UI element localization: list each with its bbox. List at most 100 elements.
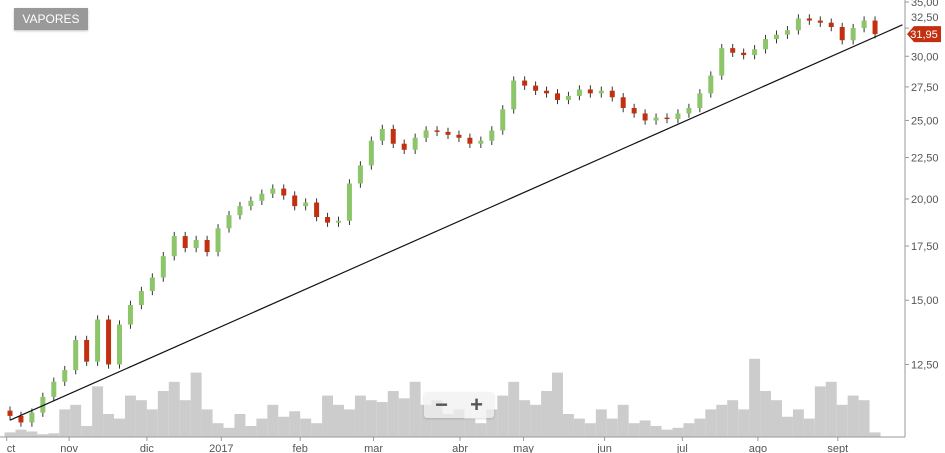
candle-up [138, 290, 144, 305]
candle-down [533, 85, 539, 91]
candle-down [522, 80, 528, 86]
zoom-out-button[interactable]: − [435, 392, 448, 417]
x-tick-label: jun [596, 443, 612, 453]
candle-up [117, 324, 122, 365]
volume-bar [376, 402, 388, 437]
candle-up [653, 117, 659, 121]
x-tick-label: jul [676, 443, 688, 453]
y-tick-label: 35,00 [911, 0, 939, 9]
candle-up [412, 137, 418, 150]
volume-bar [289, 411, 301, 437]
volume-bar [716, 404, 728, 437]
candle-up [357, 165, 363, 184]
candle-up [511, 80, 517, 110]
candle-down [204, 240, 210, 253]
candle-down [828, 22, 834, 28]
candle-down [839, 27, 845, 41]
volume-bar [869, 432, 881, 437]
candle-down [182, 236, 188, 249]
candle-down [620, 97, 626, 108]
candle-up [576, 89, 582, 96]
volume-bar [103, 414, 115, 437]
volume-bar [124, 395, 136, 437]
symbol-button[interactable]: VAPORES [14, 8, 88, 30]
candle-up [368, 140, 374, 166]
candle-down [401, 143, 407, 150]
candle-up [763, 39, 769, 50]
trendline [9, 24, 903, 421]
x-tick-label: sept [827, 443, 848, 453]
volume-bar [409, 381, 421, 437]
volume-bar [92, 386, 104, 437]
candle-down [872, 20, 878, 35]
candle-up [127, 304, 133, 325]
volume-bar [453, 409, 465, 437]
candle-up [171, 236, 177, 257]
volume-bar [179, 400, 191, 437]
volume-bar [278, 416, 290, 437]
volume-bar [398, 398, 410, 437]
y-tick-label: 17,50 [911, 241, 939, 253]
candle-up [160, 256, 166, 278]
volume-bar [201, 409, 213, 437]
candle-up [752, 49, 758, 56]
volume-bar [661, 429, 673, 437]
volume-bar [70, 404, 82, 437]
volume-bar [672, 427, 684, 437]
x-tick-label: may [513, 443, 534, 453]
volume-bar [552, 372, 563, 437]
candle-down [325, 217, 331, 223]
volume-bar [146, 409, 158, 437]
candle-up [598, 90, 604, 94]
candle-down [664, 117, 670, 120]
volume-bar [792, 409, 804, 437]
candle-up [489, 130, 495, 141]
volume-bar [584, 423, 596, 437]
volume-bar [694, 418, 706, 437]
volume-bar [442, 414, 454, 437]
x-tick-label: mar [364, 443, 383, 453]
last-price-label: 31,95 [910, 29, 938, 41]
volume-bar [486, 409, 498, 437]
volume-bar [245, 425, 257, 437]
volume-bar [683, 423, 695, 437]
candle-up [248, 200, 254, 207]
candle-down [555, 93, 560, 100]
volume-bar [81, 425, 93, 437]
candle-down [587, 89, 593, 94]
zoom-in-button[interactable]: + [470, 392, 483, 417]
candle-up [303, 202, 309, 207]
candle-down [281, 188, 287, 196]
candle-up [686, 107, 692, 114]
volume-bar [738, 409, 750, 437]
candle-up [784, 30, 790, 35]
x-tick-label: ct [7, 443, 16, 453]
candle-up [270, 188, 276, 194]
volume-bar [420, 404, 432, 437]
volume-bar [365, 400, 377, 437]
candle-up [774, 34, 779, 40]
volume-bar [59, 409, 71, 437]
volume-bar [114, 418, 125, 437]
candle-up [500, 109, 506, 131]
candle-up [346, 183, 352, 221]
candle-up [850, 28, 856, 41]
volume-bar [541, 391, 553, 437]
y-tick-label: 12,50 [911, 359, 939, 371]
x-tick-label: abr [452, 443, 468, 453]
candle-down [642, 113, 648, 121]
candle-up [379, 128, 385, 141]
candle-down [434, 130, 440, 132]
volume-bar [387, 391, 399, 437]
candle-up [423, 130, 429, 138]
candle-down [806, 18, 812, 21]
candle-up [708, 75, 714, 94]
volume-bar [595, 409, 607, 437]
candle-up [565, 95, 571, 100]
volume-bar [749, 358, 761, 437]
y-tick-label: 25,00 [911, 115, 939, 127]
volume-bar [223, 427, 235, 437]
candle-down [741, 52, 747, 56]
